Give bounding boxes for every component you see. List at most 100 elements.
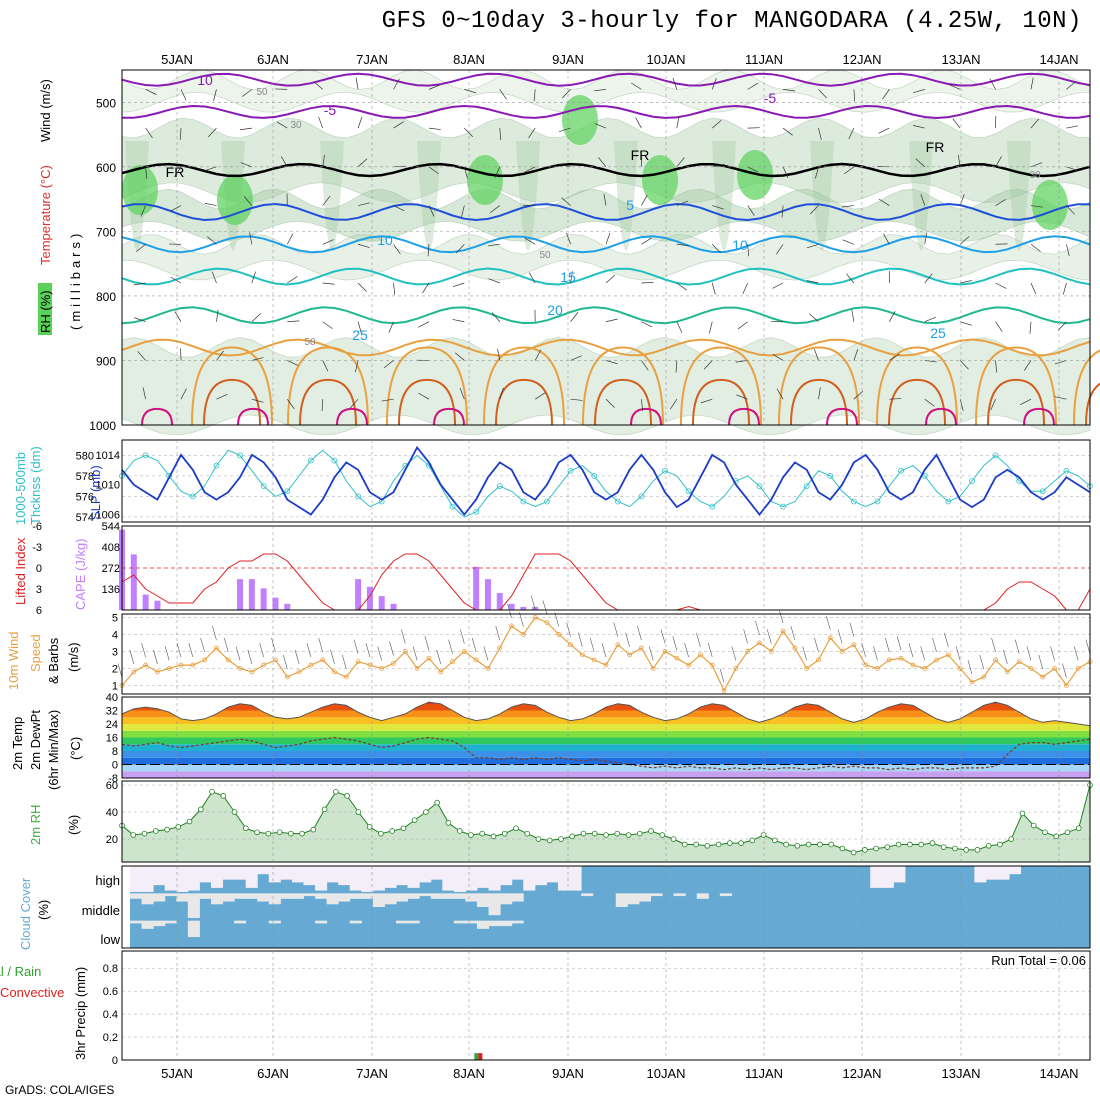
- wind-barb: [251, 357, 264, 361]
- rh-point: [1008, 836, 1015, 842]
- heat-loop: [237, 407, 269, 426]
- wind-point: [1040, 674, 1046, 680]
- bottom-date-label: 8JAN: [453, 1066, 485, 1081]
- wind-point: [698, 652, 703, 658]
- wind-barb: [848, 127, 855, 140]
- cloud-gap: [870, 866, 883, 888]
- rh2m-label-b: (%): [66, 815, 81, 835]
- wind-barb: [641, 282, 654, 284]
- top-date-label: 5JAN: [161, 52, 193, 67]
- temp-mask: [122, 697, 1090, 726]
- wind-barb: [818, 89, 827, 99]
- wind-barb: [672, 636, 678, 651]
- cloud-gap: [384, 893, 397, 905]
- rh-point: [940, 844, 947, 850]
- rh-point: [625, 832, 632, 838]
- wind-point: [827, 635, 833, 641]
- wind-point: [568, 642, 573, 648]
- wind-barb: [598, 157, 607, 168]
- wind-barb: [635, 117, 642, 129]
- wind-point: [225, 657, 231, 663]
- wind-point: [461, 649, 467, 654]
- wind-barb: [566, 622, 571, 637]
- wind-barb: [330, 649, 335, 664]
- temp-y-tick: 40: [106, 692, 118, 704]
- cloud-gap: [465, 893, 478, 902]
- cloud-gap: [396, 893, 409, 902]
- cape-bar: [142, 594, 149, 610]
- contour-label: 5: [626, 197, 634, 213]
- cloud-gap: [488, 866, 501, 891]
- cloud-gap: [881, 866, 894, 888]
- cape-bar: [378, 596, 385, 610]
- wind-point: [391, 660, 396, 666]
- rh-point: [681, 841, 688, 848]
- wind-point: [780, 628, 786, 634]
- cape-bar: [496, 593, 503, 610]
- wind-barb: [731, 646, 737, 661]
- wind-barb: [660, 629, 666, 644]
- upper-y-tick: 1000: [89, 419, 116, 433]
- cloud-label-a: Cloud Cover: [18, 877, 33, 950]
- wind-barb: [383, 360, 394, 369]
- wind-barb: [955, 646, 961, 661]
- wind-barb: [342, 654, 347, 670]
- heat-loop: [692, 378, 750, 426]
- rh-point: [130, 832, 137, 838]
- cape-bar: [508, 603, 515, 610]
- cloud-gap: [210, 893, 224, 905]
- wind-barb: [676, 321, 683, 333]
- rh-patch: [642, 155, 678, 205]
- heat-loop: [203, 378, 261, 426]
- wind-barb: [873, 646, 878, 661]
- thickness-y-tick: 576: [76, 491, 94, 503]
- wind-barb: [322, 360, 329, 372]
- wind-point: [379, 666, 385, 671]
- wind-barb: [920, 646, 926, 661]
- contour-label: -5: [324, 102, 337, 118]
- rh-point: [839, 845, 846, 852]
- thickness-point: [803, 483, 810, 490]
- wind-barb: [561, 89, 571, 99]
- cape-bar: [366, 586, 373, 610]
- cloud-gap: [141, 866, 154, 892]
- wind-point: [1028, 666, 1034, 671]
- wind-barb: [287, 276, 298, 284]
- wind-barb: [641, 399, 644, 412]
- cloud-gap: [893, 866, 906, 883]
- wind-barb: [1020, 398, 1032, 405]
- wind-point: [308, 662, 314, 668]
- rh-point: [501, 830, 508, 837]
- cloud-gap: [430, 893, 443, 899]
- wind-barb: [135, 243, 146, 252]
- wind-barb: [357, 116, 363, 129]
- wind-barb: [570, 398, 583, 401]
- rh-point: [152, 828, 159, 834]
- wind-barb: [561, 197, 571, 206]
- cloud-gap: [153, 866, 166, 886]
- wind-point: [190, 662, 196, 668]
- temp-band: [122, 717, 1090, 724]
- contour-label: FR: [166, 164, 185, 180]
- heat-loop: [680, 346, 762, 426]
- cloud-gap: [407, 920, 420, 924]
- cape-bar: [390, 603, 397, 610]
- cloud-gap: [268, 893, 281, 905]
- wind-barb: [287, 360, 299, 366]
- cloud-gap: [349, 866, 362, 891]
- rh-frame: [121, 780, 1091, 863]
- wind-barb: [676, 116, 680, 129]
- wind-barb: [631, 82, 642, 90]
- wind-barb: [448, 639, 453, 654]
- wind-barb: [924, 232, 928, 245]
- rh-point: [974, 847, 981, 853]
- wind-barb: [554, 612, 560, 627]
- temp-band: [122, 764, 1090, 772]
- temp-band: [122, 710, 1090, 718]
- bottom-date-label: 10JAN: [646, 1066, 685, 1081]
- li-line: [121, 553, 1091, 611]
- wind-barb: [853, 390, 864, 400]
- wind-barb: [603, 193, 607, 206]
- temp-y-tick: 24: [106, 719, 118, 731]
